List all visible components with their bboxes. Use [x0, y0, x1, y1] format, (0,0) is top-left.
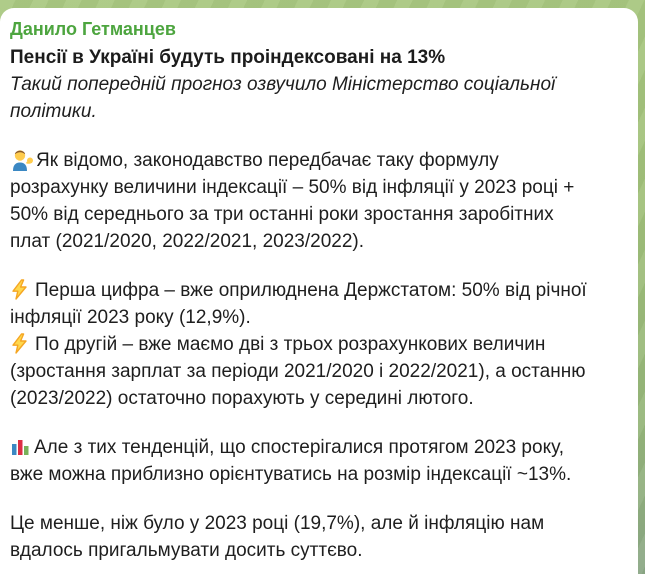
- paragraph-text: Але з тих тенденцій, що спостерігалися п…: [10, 437, 572, 485]
- message-paragraph: По другій – вже маємо дві з трьох розрах…: [10, 331, 628, 412]
- message-paragraph: Перша цифра – вже оприлюднена Держстатом…: [10, 277, 628, 331]
- lightning-emoji-icon: [10, 279, 29, 300]
- paragraph-text: Перша цифра – вже оприлюднена Держстатом…: [10, 280, 587, 328]
- paragraph-text: Це менше, ніж було у 2023 році (19,7%), …: [10, 513, 545, 561]
- bar-chart-emoji-icon: [10, 437, 31, 457]
- message-title: Пенсії в Україні будуть проіндексовані н…: [10, 47, 446, 68]
- lightning-emoji-icon: [10, 333, 29, 354]
- message-paragraph: Як відомо, законодавство передбачає таку…: [10, 147, 628, 255]
- channel-author-name[interactable]: Данило Гетманцев: [10, 19, 176, 39]
- paragraph-text: По другій – вже маємо дві з трьох розрах…: [10, 334, 586, 409]
- paragraph-text: Як відомо, законодавство передбачає таку…: [10, 150, 575, 252]
- message-bubble: Данило Гетманцев Пенсії в Україні будуть…: [0, 8, 638, 574]
- message-subtitle: Такий попередній прогноз озвучило Мініст…: [10, 74, 556, 122]
- message-paragraph: Це менше, ніж було у 2023 році (19,7%), …: [10, 510, 628, 564]
- man-tipping-hand-emoji-icon: [10, 148, 34, 172]
- message-paragraph: Але з тих тенденцій, що спостерігалися п…: [10, 434, 628, 488]
